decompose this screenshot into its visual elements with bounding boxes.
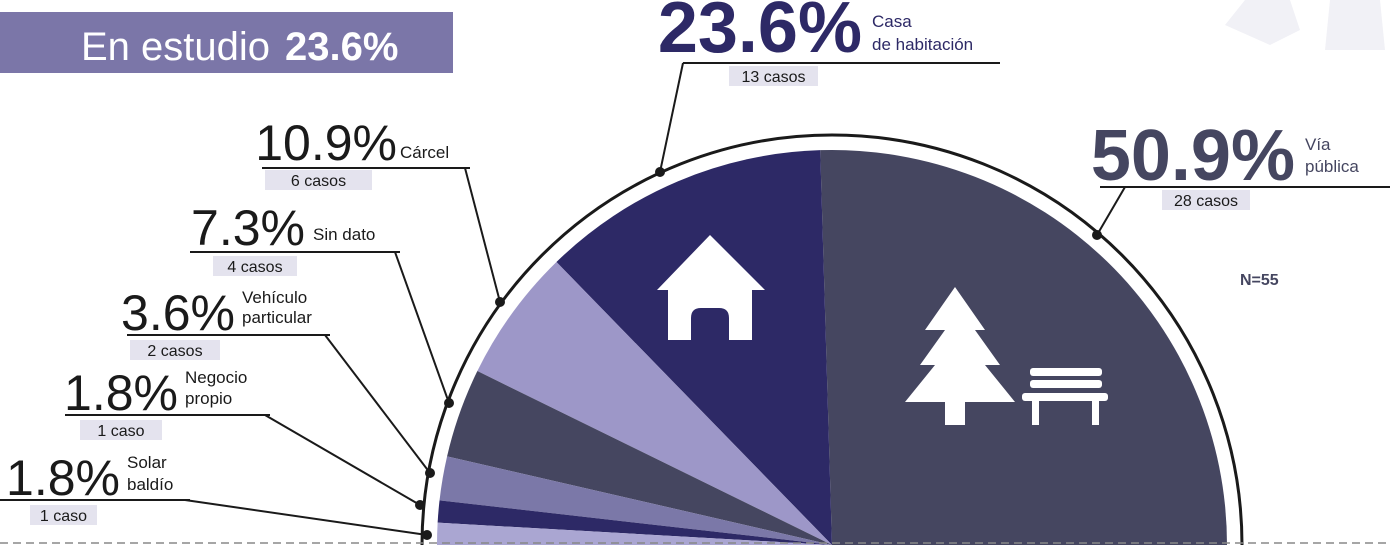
category-label: Sin dato	[313, 225, 375, 244]
leader-dot	[422, 530, 432, 540]
leader-dot	[444, 398, 454, 408]
percent-label: 50.9%	[1091, 116, 1295, 196]
leader-line	[185, 500, 427, 535]
leader-line	[660, 63, 683, 172]
category-label: Casa	[872, 12, 912, 31]
percent-label: 10.9%	[255, 115, 397, 171]
category-label: Negocio	[185, 368, 247, 387]
leader-dot	[1092, 230, 1102, 240]
background-decoration	[1225, 0, 1385, 50]
cases-label: 4 casos	[227, 259, 282, 276]
category-label: particular	[242, 308, 312, 327]
percent-label: 23.6%	[658, 0, 862, 68]
cases-label: 1 caso	[97, 423, 144, 440]
cases-label: 6 casos	[291, 173, 346, 190]
percent-label: 3.6%	[121, 285, 235, 341]
category-label: pública	[1305, 157, 1359, 176]
leader-line	[325, 335, 430, 473]
cases-label: 1 caso	[40, 508, 87, 525]
leader-dot	[425, 468, 435, 478]
category-label: propio	[185, 389, 232, 408]
header-value: 23.6%	[285, 25, 398, 69]
percent-label: 1.8%	[6, 450, 120, 506]
leader-dot	[495, 297, 505, 307]
category-label: Vía	[1305, 135, 1331, 154]
leader-dot	[655, 167, 665, 177]
sample-size: N=55	[1240, 272, 1279, 289]
category-label: Vehículo	[242, 288, 307, 307]
chart: En estudio 23.6% N=55 28 casos50.9%Víapú…	[0, 0, 1390, 546]
cases-label: 13 casos	[741, 69, 805, 86]
category-label: de habitación	[872, 35, 973, 54]
percent-label: 1.8%	[64, 365, 178, 421]
category-label: Cárcel	[400, 143, 449, 162]
leader-dot	[415, 500, 425, 510]
leader-line	[395, 252, 449, 403]
leader-line	[465, 168, 500, 302]
cases-label: 2 casos	[147, 343, 202, 360]
header-label: En estudio	[81, 25, 270, 69]
category-label: Solar	[127, 453, 167, 472]
percent-label: 7.3%	[191, 200, 305, 256]
category-label: baldío	[127, 475, 173, 494]
